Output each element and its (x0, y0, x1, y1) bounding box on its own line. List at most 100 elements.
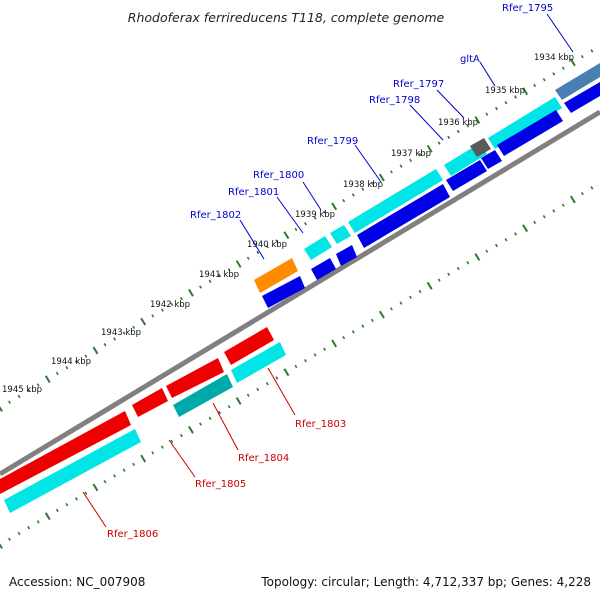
inner-tick-ring (0, 186, 594, 549)
tick-mark (208, 279, 212, 283)
tick-mark (265, 381, 269, 386)
gene-label-rfer-1801[interactable]: Rfer_1801 (228, 187, 279, 198)
gene-label-rfer-1795[interactable]: Rfer_1795 (502, 3, 553, 14)
kbp-label: 1939 kbp (295, 210, 335, 220)
gene-label-rfer-1804[interactable]: Rfer_1804 (238, 453, 289, 464)
tick-mark (514, 95, 517, 99)
summary-text: Topology: circular; Length: 4,712,337 bp… (260, 575, 591, 589)
kbp-label: 1938 kbp (343, 180, 383, 190)
tick-mark (246, 393, 250, 397)
tick-mark (132, 462, 136, 467)
reverse-features (0, 327, 286, 513)
tick-mark (283, 368, 290, 377)
tick-mark (323, 210, 327, 214)
gene-feature-rfer-1805[interactable] (166, 358, 224, 398)
tick-mark (218, 273, 222, 278)
tick-mark (378, 310, 385, 319)
gene-label-rfer-1800[interactable]: Rfer_1800 (253, 170, 304, 181)
gene-feature-cyan-rev-1[interactable] (231, 342, 286, 383)
gene-label-rfer-1798[interactable]: Rfer_1798 (369, 95, 420, 106)
gene-feature-blue-4[interactable] (446, 160, 487, 191)
tick-mark (580, 54, 584, 59)
tick-mark (122, 331, 126, 335)
gene-feature-rfer-1804[interactable] (173, 374, 233, 417)
gene-feature-blue-1[interactable] (564, 82, 600, 113)
tick-mark (294, 227, 298, 232)
tick-mark (447, 272, 451, 277)
gene-feature-blue-5[interactable] (357, 184, 450, 248)
tick-mark (399, 164, 403, 168)
gene-label-rfer-1799[interactable]: Rfer_1799 (307, 136, 358, 147)
tick-mark (170, 439, 174, 443)
tick-mark (390, 307, 393, 311)
gene-feature-blue-3[interactable] (481, 150, 502, 169)
accession-text: Accession: NC_007908 (9, 575, 145, 589)
tick-mark (256, 250, 260, 255)
tick-mark (113, 474, 116, 478)
gene-feature-rfer-1806-red[interactable] (0, 411, 131, 494)
reverse-gene-leaders (82, 367, 296, 528)
gene-feature-rfer-1803[interactable] (224, 327, 274, 365)
gene-label-rfer-1803[interactable]: Rfer_1803 (295, 419, 346, 430)
tick-mark (426, 144, 433, 153)
kbp-label: 1942 kbp (150, 300, 190, 310)
tick-mark (140, 317, 147, 326)
tick-mark (542, 214, 546, 219)
tick-mark (504, 237, 508, 242)
gene-feature-red-small[interactable] (132, 388, 168, 417)
gene-feature-rfer-1798[interactable] (348, 169, 443, 233)
tick-mark (132, 325, 136, 330)
tick-mark (304, 221, 307, 226)
tick-mark (331, 339, 338, 348)
forward-gene-labels: Rfer_1795 gltA Rfer_1797 Rfer_1798 Rfer_… (190, 3, 553, 221)
tick-mark (485, 249, 489, 253)
tick-mark (227, 405, 231, 409)
gene-feature-rfer-1806[interactable] (4, 429, 141, 513)
gene-feature-blue-6[interactable] (336, 245, 357, 266)
tick-mark (44, 512, 51, 521)
kbp-label: 1943 kbp (101, 328, 141, 338)
tick-mark (199, 285, 202, 289)
gene-feature-rfer-1801[interactable] (304, 236, 332, 260)
gene-feature-rfer-1802[interactable] (254, 258, 298, 293)
tick-mark (552, 72, 556, 76)
forward-features (254, 63, 600, 308)
tick-mark (580, 191, 584, 196)
tick-mark (151, 314, 155, 318)
kbp-label: 1940 kbp (247, 240, 287, 250)
gene-feature-blue-2[interactable] (497, 110, 563, 156)
gene-label-rfer-1806[interactable]: Rfer_1806 (107, 529, 158, 540)
tick-mark (170, 302, 174, 306)
tick-mark (378, 173, 385, 182)
gene-feature-rfer-1795[interactable] (555, 63, 600, 100)
tick-mark (218, 410, 222, 415)
tick-mark (437, 278, 441, 282)
tick-mark (456, 129, 460, 134)
gene-feature-gltA[interactable] (470, 138, 491, 157)
tick-mark (8, 400, 11, 404)
tick-mark (122, 468, 126, 472)
tick-mark (418, 289, 422, 294)
gene-label-rfer-1805[interactable]: Rfer_1805 (195, 479, 246, 490)
kbp-label: 1944 kbp (51, 357, 91, 367)
gene-feature-rfer-1800[interactable] (330, 225, 351, 244)
map-title: Rhodoferax ferrireducens T118, complete … (128, 10, 445, 25)
gene-feature-blue-7[interactable] (311, 258, 336, 280)
tick-mark (160, 308, 164, 312)
gene-label-gltA[interactable]: gltA (460, 54, 480, 65)
tick-mark (103, 342, 107, 347)
tick-mark (370, 318, 374, 323)
tick-mark (103, 479, 107, 484)
tick-mark (17, 531, 21, 536)
tick-mark (55, 371, 59, 376)
gene-feature-blue-8[interactable] (262, 276, 305, 308)
gene-label-rfer-1797[interactable]: Rfer_1797 (393, 79, 444, 90)
tick-mark (456, 266, 460, 271)
tick-mark (304, 358, 307, 363)
gene-feature-gltA-region[interactable] (488, 97, 562, 149)
tick-mark (199, 422, 202, 426)
gene-label-rfer-1802[interactable]: Rfer_1802 (190, 210, 241, 221)
tick-mark (466, 261, 470, 265)
tick-mark (522, 87, 529, 96)
